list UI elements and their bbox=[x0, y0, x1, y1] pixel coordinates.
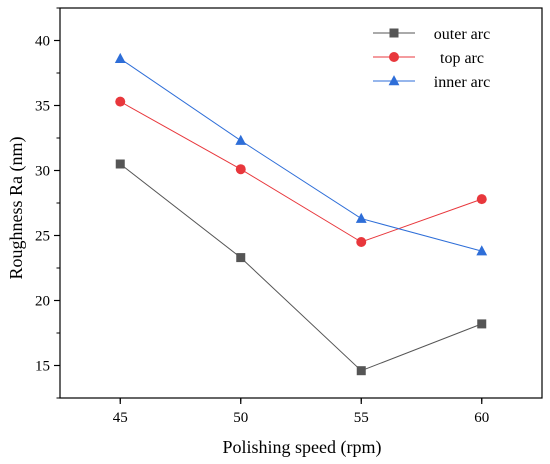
legend-item: top arc bbox=[373, 50, 484, 67]
y-tick-label: 35 bbox=[35, 99, 50, 115]
x-axis: 45 50 55 60 bbox=[113, 398, 489, 426]
data-point-circle bbox=[476, 194, 487, 205]
series-outer-arc bbox=[115, 159, 487, 376]
data-point-square bbox=[389, 28, 399, 38]
x-axis-title: Polishing speed (rpm) bbox=[223, 437, 382, 458]
data-point-triangle bbox=[388, 75, 400, 86]
legend-item: inner arc bbox=[373, 74, 490, 91]
y-tick-label: 20 bbox=[35, 294, 50, 310]
series-line bbox=[119, 163, 482, 372]
y-tick-label: 40 bbox=[35, 34, 50, 50]
data-point-circle bbox=[356, 237, 367, 247]
y-tick-label: 15 bbox=[35, 359, 50, 375]
legend-label: inner arc bbox=[434, 74, 490, 91]
data-point-square bbox=[236, 253, 246, 263]
series-line bbox=[120, 101, 482, 243]
series-top-arc bbox=[115, 96, 487, 247]
y-axis: 15 20 25 30 35 40 bbox=[35, 7, 60, 399]
x-tick-label: 55 bbox=[354, 410, 369, 426]
x-tick-label: 50 bbox=[233, 410, 248, 426]
data-point-square bbox=[477, 319, 487, 329]
series-layer bbox=[114, 52, 488, 376]
data-point-circle bbox=[389, 52, 399, 62]
legend-label: top arc bbox=[440, 50, 484, 67]
data-point-triangle bbox=[355, 212, 367, 223]
x-tick-label: 45 bbox=[113, 410, 128, 426]
y-tick-label: 25 bbox=[35, 229, 50, 245]
series-inner-arc bbox=[114, 52, 488, 256]
data-point-triangle bbox=[476, 245, 488, 256]
y-axis-title: Roughness Ra (nm) bbox=[6, 137, 27, 280]
data-point-triangle bbox=[114, 52, 126, 63]
data-point-square bbox=[115, 159, 125, 169]
legend-item: outer arc bbox=[373, 26, 490, 43]
data-point-circle bbox=[235, 164, 246, 175]
data-point-triangle bbox=[235, 134, 247, 145]
y-tick-label: 30 bbox=[35, 164, 50, 180]
data-point-square bbox=[356, 366, 366, 376]
data-point-circle bbox=[115, 96, 126, 107]
legend: outer arc top arc inner arc bbox=[373, 26, 490, 91]
x-tick-label: 60 bbox=[474, 410, 489, 426]
series-line bbox=[119, 58, 482, 252]
legend-label: outer arc bbox=[434, 26, 490, 43]
